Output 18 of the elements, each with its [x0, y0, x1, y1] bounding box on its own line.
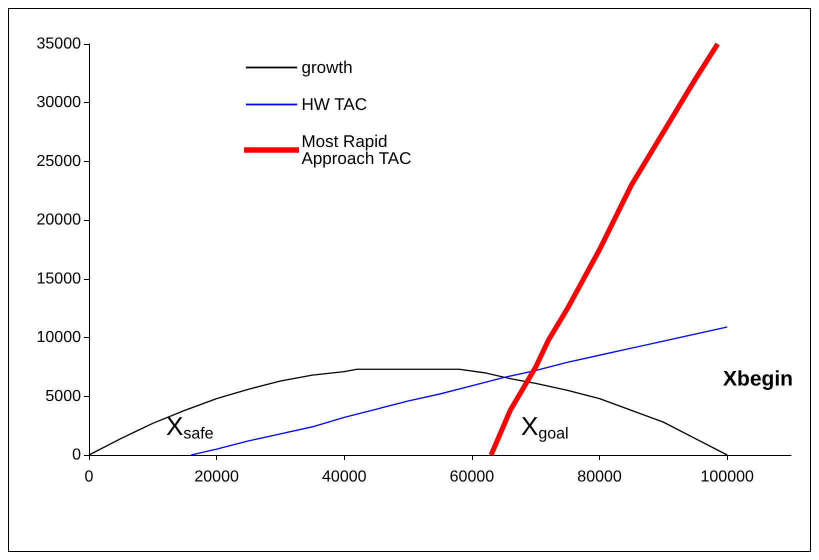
x-tick-label: 40000	[322, 468, 367, 486]
x-tick-label: 100000	[700, 468, 754, 486]
y-tick-label: 25000	[36, 152, 82, 170]
annotation: Xbegin	[723, 368, 794, 390]
y-tick-label: 35000	[36, 36, 82, 52]
y-tick-label: 20000	[36, 212, 82, 229]
y-tick-label: 10000	[36, 329, 82, 346]
x-tick-label: 20000	[194, 468, 239, 486]
x-tick-label: 0	[84, 468, 94, 486]
y-tick-label: 30000	[36, 94, 82, 112]
y-tick-label: 5000	[45, 388, 82, 405]
y-tick-label: 15000	[36, 270, 82, 288]
y-tick-label: 0	[72, 446, 82, 464]
legend-label: Most Rapid Approach TAC	[302, 132, 412, 168]
legend-label: growth	[302, 58, 353, 77]
x-tick-label: 80000	[577, 468, 622, 486]
legend-label: HW TAC	[302, 95, 367, 114]
x-tick-label: 60000	[450, 468, 494, 486]
